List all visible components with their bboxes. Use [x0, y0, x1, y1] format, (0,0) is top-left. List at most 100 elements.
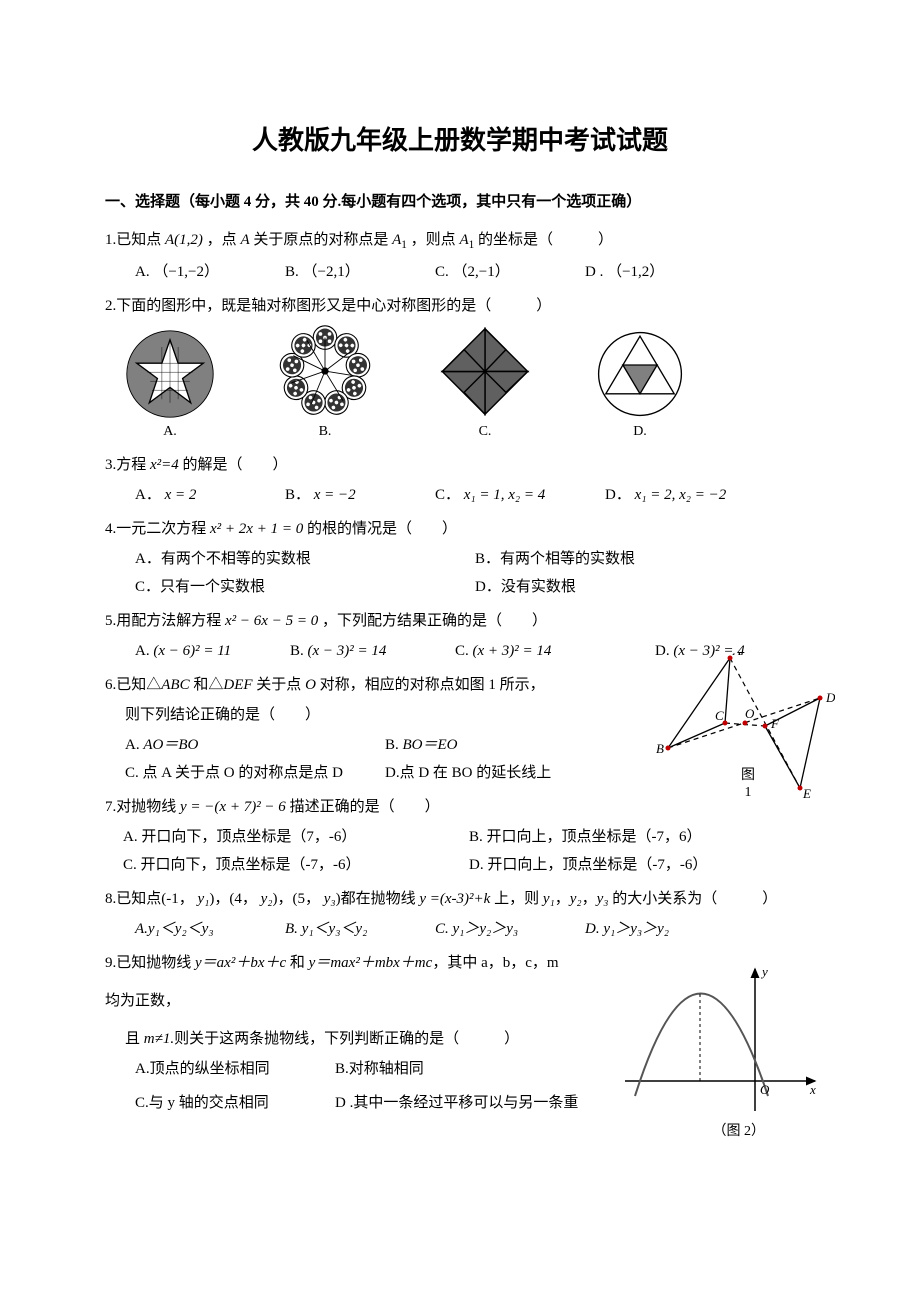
- q3-prefix: 3.方程: [105, 457, 150, 473]
- q3-d-eq: x₁ = 2, x₂ = −2: [635, 487, 727, 503]
- svg-text:D: D: [825, 690, 835, 705]
- q8-m1: )，(4，: [209, 891, 260, 907]
- q4-opt-b: B．有两个相等的实数根: [475, 547, 815, 571]
- q8-m2: )，(5，: [273, 891, 324, 907]
- q8-opt-c: C. y₁＞y₂＞y₃: [435, 917, 585, 941]
- q7-opt-b: B. 开口向上，顶点坐标是（-7，6）: [469, 825, 815, 849]
- q1-text: 1.已知点 A(1,2) ，点 A 关于原点的对称点是 A1 ，则点 A1 的坐…: [105, 228, 815, 254]
- q6-line2: 则下列结论正确的是（ ）: [105, 703, 645, 727]
- question-1: 1.已知点 A(1,2) ，点 A 关于原点的对称点是 A1 ，则点 A1 的坐…: [105, 228, 815, 284]
- q3-eq: x²=4: [150, 457, 179, 473]
- q2-label-b: B.: [275, 421, 375, 443]
- q9-y-label: y: [760, 964, 768, 979]
- q8-opt-a: A.y₁＜y₂＜y₃: [135, 917, 285, 941]
- q6-l1-pre: 6.已知△: [105, 677, 161, 693]
- q8-m4: 上，则: [490, 891, 543, 907]
- q6-a-pre: A.: [125, 737, 143, 753]
- q9-mneq: m≠1.: [144, 1031, 174, 1047]
- q1-A1a: A: [392, 232, 401, 248]
- q8-m6: ，: [582, 891, 597, 907]
- q7-opt-a: A. 开口向下，顶点坐标是（7，-6）: [123, 825, 469, 849]
- q9-opt-b: B.对称轴相同: [335, 1057, 585, 1081]
- q3-end: 的解是（ ）: [179, 457, 288, 473]
- q2-shape-c: C.: [435, 324, 535, 443]
- q6-opt-b: B. BO＝EO: [385, 733, 645, 757]
- q5-end: ，下列配方结果正确的是（ ）: [318, 613, 547, 629]
- q5-a-pre: A.: [135, 643, 153, 659]
- q3-b-pre: B．: [285, 487, 314, 503]
- q6-l1-mid: 和△: [190, 677, 224, 693]
- q9-options-2: C.与 y 轴的交点相同 D .其中一条经过平移可以与另一条重: [105, 1091, 635, 1115]
- q6-b-eq: BO＝EO: [403, 737, 458, 753]
- q1-A1b: A: [459, 232, 468, 248]
- q7-options-1: A. 开口向下，顶点坐标是（7，-6） B. 开口向上，顶点坐标是（-7，6）: [105, 825, 815, 849]
- q7-opt-d: D. 开口向上，顶点坐标是（-7，-6）: [469, 853, 815, 877]
- q2-shape-a: A.: [125, 329, 215, 443]
- q3-d-pre: D．: [605, 487, 635, 503]
- q9-eq2: y＝max²＋mbx＋mc: [309, 955, 433, 971]
- q6-opt-d: D.点 D 在 BO 的延长线上: [385, 761, 645, 785]
- q5-eq: x² − 6x − 5 = 0: [225, 613, 318, 629]
- q1-mid1: ，点: [203, 232, 241, 248]
- q8-pre: 8.已知点(-1，: [105, 891, 198, 907]
- q9-l1-mid: 和: [286, 955, 309, 971]
- question-4: 4.一元二次方程 x² + 2x + 1 = 0 的根的情况是（ ） A．有两个…: [105, 517, 815, 599]
- q9-opt-d: D .其中一条经过平移可以与另一条重: [335, 1091, 585, 1115]
- q4-text: 4.一元二次方程 x² + 2x + 1 = 0 的根的情况是（ ）: [105, 517, 815, 541]
- q5-b-pre: B.: [290, 643, 308, 659]
- q6-b-pre: B.: [385, 737, 403, 753]
- q8-end: 的大小关系为（ ）: [609, 891, 778, 907]
- q9-l3-pre: 且: [125, 1031, 144, 1047]
- q5-prefix: 5.用配方法解方程: [105, 613, 225, 629]
- q1-opt-b: B. （−2,1）: [285, 260, 435, 284]
- q1-point: A(1,2): [165, 232, 203, 248]
- q4-end: 的根的情况是（ ）: [303, 521, 457, 537]
- svg-text:C: C: [715, 708, 724, 723]
- q9-l1-pre: 9.已知抛物线: [105, 955, 195, 971]
- q7-eq: y = −(x + 7)² − 6: [180, 799, 286, 815]
- svg-text:B: B: [656, 741, 664, 756]
- q2-shape-b: B.: [275, 324, 375, 443]
- question-8: 8.已知点(-1， y₁)，(4， y₂)，(5， y₃)都在抛物线 y =(x…: [105, 887, 815, 941]
- q3-c-pre: C．: [435, 487, 464, 503]
- q1-options: A. （−1,−2） B. （−2,1） C. （2,−1） D . （−1,2…: [105, 260, 815, 284]
- q4-options-1: A．有两个不相等的实数根 B．有两个相等的实数根: [105, 547, 815, 571]
- q2-shape-d: D.: [595, 329, 685, 443]
- q8-y3a: y₃: [324, 891, 336, 907]
- q4-opt-a: A．有两个不相等的实数根: [135, 547, 475, 571]
- q9-opt-a: A.顶点的纵坐标相同: [135, 1057, 335, 1081]
- section-header: 一、选择题（每小题 4 分，共 40 分.每小题有四个选项，其中只有一个选项正确…: [105, 190, 815, 214]
- q8-options: A.y₁＜y₂＜y₃ B. y₁＜y₃＜y₂ C. y₁＞y₂＞y₃ D. y₁…: [105, 917, 815, 941]
- q3-a-eq: x = 2: [165, 487, 197, 503]
- q9-l1-end: ，其中 a，b，c，m: [432, 955, 558, 971]
- q6-l1-end: 对称，相应的对称点如图 1 所示，: [316, 677, 545, 693]
- q8-opt-d: D. y₁＞y₃＞y₂: [585, 917, 735, 941]
- q1-prefix: 1.已知点: [105, 232, 165, 248]
- q5-opt-a: A. (x − 6)² = 11: [135, 639, 290, 663]
- q3-options: A． x = 2 B． x = −2 C． x₁ = 1, x₂ = 4 D． …: [105, 483, 815, 507]
- q7-prefix: 7.对抛物线: [105, 799, 180, 815]
- q1-A: A: [240, 232, 249, 248]
- q1-opt-a: A. （−1,−2）: [135, 260, 285, 284]
- q1-opt-d: D . （−1,2）: [585, 260, 735, 284]
- q6-a-eq: AO＝BO: [143, 737, 198, 753]
- q3-c-eq: x₁ = 1, x₂ = 4: [464, 487, 546, 503]
- question-3: 3.方程 x²=4 的解是（ ） A． x = 2 B． x = −2 C． x…: [105, 453, 815, 507]
- question-6: 6.已知△ABC 和△DEF 关于点 O 对称，相应的对称点如图 1 所示， 则…: [105, 673, 815, 785]
- q6-O: O: [305, 677, 316, 693]
- q9-l3-end: 则关于这两条抛物线，下列判断正确的是（ ）: [174, 1031, 519, 1047]
- q8-text: 8.已知点(-1， y₁)，(4， y₂)，(5， y₃)都在抛物线 y =(x…: [105, 887, 815, 911]
- svg-text:F: F: [770, 716, 780, 731]
- q5-b-eq: (x − 3)² = 14: [308, 643, 387, 659]
- q5-c-pre: C.: [455, 643, 473, 659]
- q8-y1b: y₁: [543, 891, 555, 907]
- q7-end: 描述正确的是（ ）: [286, 799, 440, 815]
- q5-text: 5.用配方法解方程 x² − 6x − 5 = 0 ，下列配方结果正确的是（ ）: [105, 609, 815, 633]
- triangle-circle-icon: [595, 329, 685, 419]
- q6-abc: ABC: [161, 677, 189, 693]
- q5-opt-c: C. (x + 3)² = 14: [455, 639, 655, 663]
- q8-y3b: y₃: [597, 891, 609, 907]
- page-title: 人教版九年级上册数学期中考试试题: [105, 120, 815, 162]
- q3-opt-a: A． x = 2: [135, 483, 285, 507]
- question-2: 2.下面的图形中，既是轴对称图形又是中心对称图形的是（ ） A.: [105, 294, 815, 443]
